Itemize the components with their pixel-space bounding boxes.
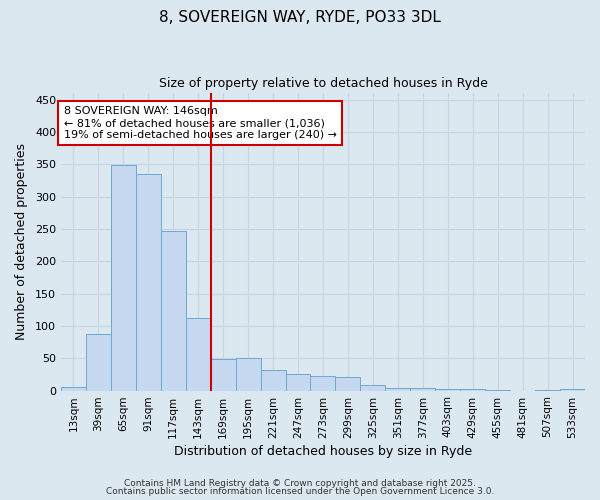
Bar: [410, 388, 435, 390]
Text: Contains public sector information licensed under the Open Government Licence 3.: Contains public sector information licen…: [106, 487, 494, 496]
X-axis label: Distribution of detached houses by size in Ryde: Distribution of detached houses by size …: [174, 444, 472, 458]
Bar: [310, 376, 335, 390]
Bar: [335, 377, 361, 390]
Text: Contains HM Land Registry data © Crown copyright and database right 2025.: Contains HM Land Registry data © Crown c…: [124, 478, 476, 488]
Bar: [385, 388, 410, 390]
Bar: [61, 386, 86, 390]
Bar: [111, 166, 136, 390]
Bar: [236, 358, 260, 390]
Bar: [361, 386, 385, 390]
Bar: [211, 359, 236, 390]
Title: Size of property relative to detached houses in Ryde: Size of property relative to detached ho…: [158, 78, 487, 90]
Bar: [560, 388, 585, 390]
Text: 8 SOVEREIGN WAY: 146sqm
← 81% of detached houses are smaller (1,036)
19% of semi: 8 SOVEREIGN WAY: 146sqm ← 81% of detache…: [64, 106, 337, 140]
Bar: [186, 318, 211, 390]
Bar: [260, 370, 286, 390]
Y-axis label: Number of detached properties: Number of detached properties: [15, 144, 28, 340]
Bar: [435, 388, 460, 390]
Text: 8, SOVEREIGN WAY, RYDE, PO33 3DL: 8, SOVEREIGN WAY, RYDE, PO33 3DL: [159, 10, 441, 25]
Bar: [136, 174, 161, 390]
Bar: [161, 231, 186, 390]
Bar: [86, 334, 111, 390]
Bar: [286, 374, 310, 390]
